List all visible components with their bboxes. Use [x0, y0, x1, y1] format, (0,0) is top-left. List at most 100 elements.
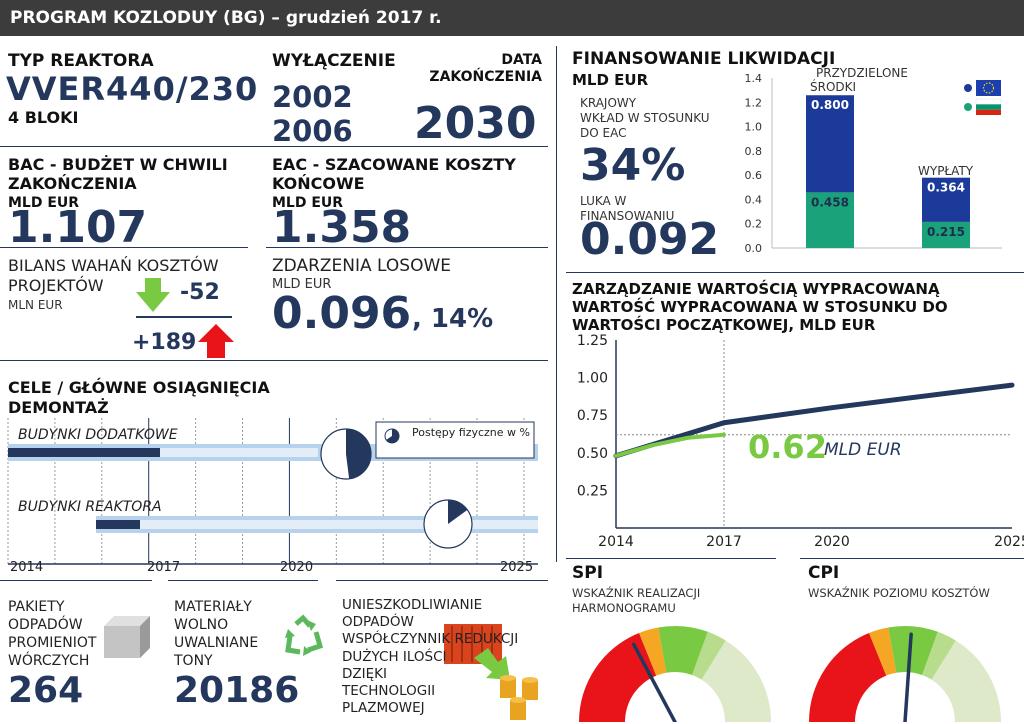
- waste-label: PAKIETY ODPADÓW PROMIENIOT WÓRCZYCH: [8, 598, 96, 670]
- funding-bar-eu: [806, 95, 854, 193]
- shutdown-year-2: 2006: [272, 114, 353, 148]
- ev-title-3: WARTOŚCI POCZĄTKOWEJ, MLD EUR: [572, 316, 876, 334]
- ev-x-tick: 2025: [994, 534, 1024, 550]
- variance-label-2: PROJEKTÓW: [8, 276, 104, 295]
- recycle-icon: [285, 614, 324, 656]
- divider: [336, 580, 548, 581]
- aux-buildings-bar-actual: [8, 448, 160, 457]
- dismantling-gantt-chart: [7, 418, 538, 565]
- funding-data-label: 0.215: [927, 225, 965, 239]
- cpi-gauge-segment: [888, 626, 938, 676]
- bac-unit: MLD EUR: [8, 195, 80, 211]
- header-bar: PROGRAM KOZLODUY (BG) – grudzień 2017 r.: [0, 0, 1024, 36]
- goals-subtitle: DEMONTAŻ: [8, 398, 109, 417]
- spi-gauge-segment: [639, 627, 667, 676]
- plasma-line-4: DUŻYCH ILOŚCI: [342, 648, 447, 665]
- funding-data-label: 0.458: [811, 195, 849, 209]
- divider: [566, 558, 776, 559]
- column-divider: [556, 46, 557, 562]
- goals-tick-2017: 2017: [147, 560, 181, 575]
- goals-legend-box: [375, 421, 535, 459]
- spi-gauge-segment: [579, 632, 657, 722]
- variance-unit: MLN EUR: [8, 298, 63, 312]
- eu-flag-icon: [976, 80, 1001, 96]
- ev-title-2: WARTOŚĆ WYPRACOWANA W STOSUNKU DO: [572, 298, 948, 316]
- waste-label-3: PROMIENIOT: [8, 635, 97, 651]
- cpi-gauge-needle: [903, 632, 913, 722]
- up-arrow-icon: [198, 324, 234, 358]
- end-date-label: DATA ZAKOŃCZENIA: [418, 52, 542, 86]
- materials-label-2: WOLNO: [174, 617, 229, 633]
- cpi-title: CPI: [808, 563, 840, 583]
- plasma-line-3: WSPÓŁCZYNNIK REDUKCJI: [342, 631, 519, 648]
- variance-label-1: BILANS WAHAŃ KOSZTÓW: [8, 256, 219, 275]
- plasma-containers-icon: [444, 624, 538, 720]
- plasma-line-6: TECHNOLOGII: [342, 683, 436, 700]
- divider: [0, 360, 548, 361]
- waste-label-2: ODPADÓW: [8, 617, 83, 633]
- shutdown-year-1: 2002: [272, 80, 353, 114]
- divider: [136, 316, 232, 318]
- ev-title-1: ZARZĄDZANIE WARTOŚCIĄ WYPRACOWANĄ: [572, 280, 940, 298]
- cpi-gauge-segment: [922, 631, 956, 680]
- funding-y-tick: 0.8: [745, 145, 763, 158]
- national-contribution-label: KRAJOWY WKŁAD W STOSUNKU DO EAC: [580, 96, 710, 141]
- spi-subtitle-2: HARMONOGRAMU: [572, 601, 676, 615]
- funding-gap-label: LUKA W FINANSOWANIU: [580, 194, 674, 224]
- cpi-gauge-segment: [931, 640, 1001, 722]
- national-label-3: DO EAC: [580, 126, 627, 140]
- ev-x-tick: 2014: [598, 534, 634, 550]
- reactor-type-label: TYP REAKTORA: [8, 51, 154, 71]
- funding-y-tick: 0.0: [745, 242, 763, 255]
- funding-bar-bg: [922, 221, 970, 248]
- allocated-label-1: PRZYDZIELONE: [816, 66, 908, 80]
- contingency-value: 0.096: [272, 288, 412, 339]
- page-title: PROGRAM KOZLODUY (BG) – grudzień 2017 r.: [10, 8, 442, 28]
- divider: [800, 558, 1024, 559]
- contingency-percent: , 14%: [412, 304, 494, 334]
- funding-y-tick: 1.4: [745, 72, 763, 85]
- variance-down-value: -52: [180, 280, 220, 305]
- aux-buildings-label: BUDYNKI DODATKOWE: [18, 427, 178, 443]
- bac-label-1: BAC - BUDŻET W CHWILI: [8, 155, 228, 174]
- materials-label-3: UWALNIANE: [174, 635, 259, 651]
- ev-planned-line: [613, 382, 1015, 459]
- reactor-buildings-progress-pie: [423, 499, 473, 549]
- plasma-line-1: UNIESZKODLIWIANIE: [342, 597, 483, 613]
- plasma-label: UNIESZKODLIWIANIE ODPADÓW WSPÓŁCZYNNIK R…: [342, 597, 518, 717]
- national-label-1: KRAJOWY: [580, 96, 637, 110]
- end-date-label-1: DATA: [501, 52, 542, 68]
- divider: [0, 247, 248, 248]
- aux-buildings-bar-plan: [8, 448, 318, 457]
- ev-y-tick: 0.25: [577, 483, 608, 499]
- funding-bar-eu: [922, 177, 970, 222]
- ev-x-tick: 2020: [814, 534, 850, 550]
- bac-value: 1.107: [8, 202, 148, 253]
- materials-label-4: TONY: [174, 653, 213, 669]
- shutdown-label: WYŁĄCZENIE: [272, 51, 396, 71]
- plasma-line-2: ODPADÓW: [342, 614, 414, 631]
- spi-gauge: [579, 626, 771, 722]
- funding-data-label: 0.800: [811, 98, 849, 112]
- ev-value-unit: MLD EUR: [824, 440, 902, 460]
- waste-package-icon: [104, 616, 150, 658]
- goals-title: CELE / GŁÓWNE OSIĄGNIĘCIA: [8, 378, 270, 397]
- cpi-gauge-segment: [809, 632, 887, 722]
- plasma-line-5: DZIĘKI: [342, 665, 387, 682]
- reactor-buildings-bar-actual: [96, 520, 140, 529]
- materials-label-1: MATERIAŁY: [174, 599, 252, 615]
- funding-gap-value: 0.092: [580, 214, 720, 265]
- materials-label: MATERIAŁY WOLNO UWALNIANE TONY: [174, 598, 258, 670]
- eac-label-2: KOŃCOWE: [272, 174, 365, 193]
- variance-label: BILANS WAHAŃ KOSZTÓW PROJEKTÓW: [8, 256, 219, 296]
- legend-bg-dot: [964, 103, 972, 111]
- end-date-label-2: ZAKOŃCZENIA: [429, 69, 542, 85]
- ev-y-tick: 0.50: [577, 446, 608, 462]
- goals-tick-2025: 2025: [500, 560, 534, 575]
- cpi-subtitle: WSKAŹNIK POZIOMU KOSZTÓW: [808, 586, 990, 600]
- spi-subtitle-1: WSKAŹNIK REALIZACJI: [572, 586, 701, 600]
- ev-y-tick: 0.75: [577, 408, 608, 424]
- pie-legend-icon: [384, 428, 400, 444]
- ev-y-tick: 1.00: [577, 371, 608, 387]
- bac-label-2: ZAKOŃCZENIA: [8, 174, 137, 193]
